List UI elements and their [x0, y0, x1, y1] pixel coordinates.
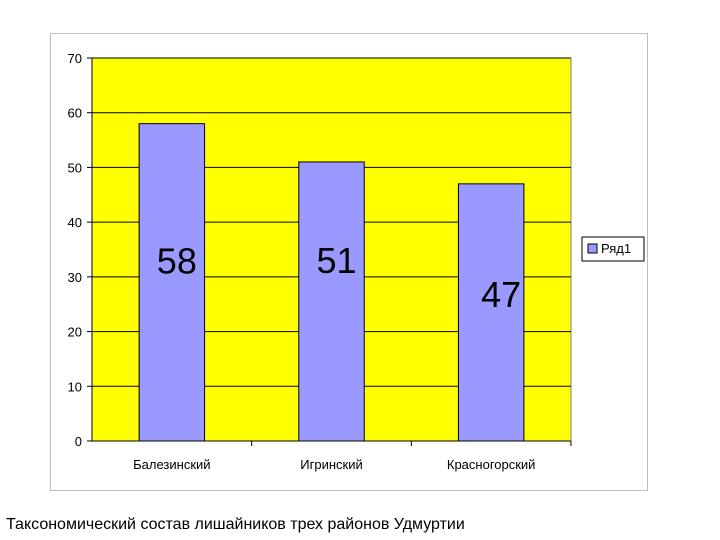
- legend-label: Ряд1: [601, 241, 631, 256]
- y-tick-label-30: 30: [68, 270, 82, 285]
- data-label-2: 51: [316, 240, 356, 281]
- y-tick-label-20: 20: [68, 325, 82, 340]
- bar-3: [457, 183, 525, 442]
- bar-2: [298, 161, 365, 442]
- x-tick-label-1: Балезинский: [133, 457, 210, 472]
- y-tick-label-50: 50: [68, 160, 82, 175]
- y-tick-label-0: 0: [75, 434, 82, 449]
- chart-caption: Таксономический состав лишайников трех р…: [6, 516, 465, 533]
- data-label-3: 47: [481, 274, 521, 315]
- y-tick-label-70: 70: [68, 51, 82, 66]
- x-tick-label-2: Игринский: [300, 457, 362, 472]
- y-tick-label-60: 60: [68, 106, 82, 121]
- y-tick-label-10: 10: [68, 379, 82, 394]
- legend-swatch: [587, 243, 598, 254]
- y-tick-label-40: 40: [68, 215, 82, 230]
- bar-1: [138, 123, 206, 442]
- x-tick-label-3: Красногорский: [447, 457, 536, 472]
- data-label-1: 58: [157, 241, 197, 282]
